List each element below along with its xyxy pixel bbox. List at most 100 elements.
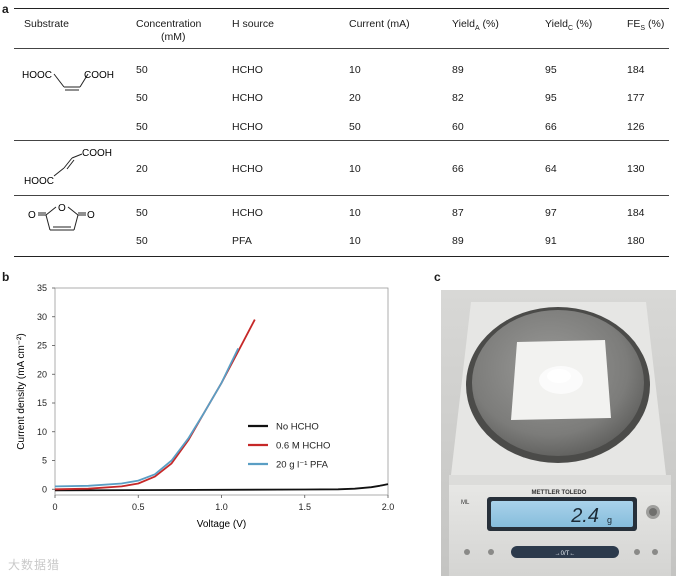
balance-illustration: METTLER TOLEDO ML 2.4 g →0/T←: [441, 290, 676, 576]
y-tick-label: 15: [37, 398, 47, 408]
cell-h-source: HCHO: [232, 64, 263, 76]
cell-current: 10: [349, 207, 361, 219]
function-button[interactable]: [464, 549, 470, 555]
cell-yield-c: 91: [545, 235, 557, 247]
header-concentration: Concentration: [136, 18, 202, 30]
panel-a-letter: a: [2, 2, 9, 16]
y-tick-label: 30: [37, 312, 47, 322]
legend-label: No HCHO: [276, 422, 319, 433]
header-concentration-unit: (mM): [161, 31, 186, 43]
table-top-rule: [14, 8, 669, 9]
cell-yield-c: 97: [545, 207, 557, 219]
cell-yield-c: 95: [545, 64, 557, 76]
cell-fe: 126: [627, 121, 645, 133]
series-line: [54, 348, 240, 488]
legend-label: 20 g l⁻¹ PFA: [276, 460, 329, 471]
panel-c-letter: c: [434, 270, 441, 284]
function-button[interactable]: [652, 549, 658, 555]
cell-fe: 177: [627, 92, 645, 104]
powder-highlight: [547, 369, 571, 383]
y-tick-label: 25: [37, 341, 47, 351]
y-tick-label: 20: [37, 369, 47, 379]
header-h-source: H source: [232, 18, 275, 30]
group-rule: [14, 195, 669, 196]
x-tick-label: 2.0: [382, 502, 395, 512]
iv-chart: 0 5 10 15 20 25 30 35 0 0.5 1.0 1.5 2.0 No HCHO 0.6 M…: [16, 283, 395, 530]
function-button[interactable]: [488, 549, 494, 555]
cell-current: 10: [349, 163, 361, 175]
cell-yield-c: 66: [545, 121, 557, 133]
header-substrate: Substrate: [24, 18, 69, 30]
cell-current: 10: [349, 64, 361, 76]
tare-button-bar[interactable]: [511, 546, 619, 558]
y-tick-label: 10: [37, 427, 47, 437]
lcd-screen: [491, 501, 633, 527]
cell-yield-a: 66: [452, 163, 464, 175]
fumaric-bottom-label: HOOC: [24, 176, 54, 187]
cell-concentration: 50: [136, 92, 148, 104]
cell-concentration: 50: [136, 121, 148, 133]
cell-h-source: HCHO: [232, 121, 263, 133]
cell-concentration: 50: [136, 64, 148, 76]
x-tick-label: 0: [52, 502, 57, 512]
cell-yield-c: 64: [545, 163, 557, 175]
cell-h-source: HCHO: [232, 207, 263, 219]
x-axis-label: Voltage (V): [197, 519, 246, 530]
cell-h-source: HCHO: [232, 163, 263, 175]
legend-label: 0.6 M HCHO: [276, 441, 330, 452]
x-tick-label: 1.5: [298, 502, 311, 512]
cell-yield-a: 60: [452, 121, 464, 133]
cell-h-source: PFA: [232, 235, 252, 247]
cell-fe: 184: [627, 64, 645, 76]
header-current: Current (mA): [349, 18, 410, 30]
cell-current: 10: [349, 235, 361, 247]
anhydride-ring-o: O: [58, 203, 66, 214]
cell-fe: 180: [627, 235, 645, 247]
y-tick-label: 0: [42, 484, 47, 494]
cell-h-source: HCHO: [232, 92, 263, 104]
brand-label: METTLER TOLEDO: [532, 490, 587, 496]
display-unit: g: [607, 515, 612, 525]
balance-photo: METTLER TOLEDO ML 2.4 g →0/T←: [441, 290, 676, 576]
header-yield-c: YieldC (%): [545, 18, 593, 33]
tare-button-label: →0/T←: [555, 551, 576, 557]
cell-concentration: 50: [136, 235, 148, 247]
cell-yield-c: 95: [545, 92, 557, 104]
cell-concentration: 50: [136, 207, 148, 219]
fumaric-top-label: COOH: [82, 148, 112, 159]
panel-b-letter: b: [2, 270, 10, 284]
table-bottom-rule: [14, 256, 669, 257]
cell-current: 20: [349, 92, 361, 104]
function-button[interactable]: [634, 549, 640, 555]
cell-current: 50: [349, 121, 361, 133]
series-line: [54, 483, 389, 492]
maleic-left-label: HOOC: [22, 70, 52, 81]
model-label: ML: [461, 500, 470, 506]
display-value: 2.4: [570, 505, 599, 527]
cell-concentration: 20: [136, 163, 148, 175]
fumaric-acid-structure: COOH HOOC: [24, 148, 112, 187]
group-rule: [14, 140, 669, 141]
watermark: 大数据猎: [8, 558, 61, 572]
x-tick-label: 0.5: [132, 502, 145, 512]
maleic-right-label: COOH: [84, 70, 114, 81]
maleic-acid-structure: HOOC COOH: [22, 70, 114, 91]
y-tick-label: 35: [37, 283, 47, 293]
cell-fe: 130: [627, 163, 645, 175]
header-yield-a: YieldA (%): [452, 18, 499, 33]
anhydride-right-o: O: [87, 210, 95, 221]
y-axis-label: Current density (mA cm⁻²): [16, 333, 27, 449]
maleic-anhydride-structure: O O O: [28, 203, 95, 231]
header-rule: [14, 48, 669, 49]
header-fe: FES (%): [627, 18, 665, 33]
y-tick-label: 5: [42, 456, 47, 466]
cell-yield-a: 82: [452, 92, 464, 104]
x-tick-label: 1.0: [215, 502, 228, 512]
anhydride-left-o: O: [28, 210, 36, 221]
cell-yield-a: 87: [452, 207, 464, 219]
cell-yield-a: 89: [452, 64, 464, 76]
cell-yield-a: 89: [452, 235, 464, 247]
plot-frame: [54, 287, 389, 496]
series-line: [54, 319, 256, 491]
cell-fe: 184: [627, 207, 645, 219]
